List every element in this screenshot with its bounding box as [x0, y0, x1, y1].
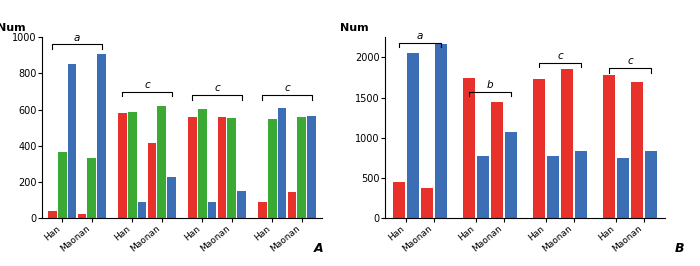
Bar — [298, 117, 306, 218]
Bar — [97, 53, 106, 218]
Bar — [407, 52, 419, 218]
Bar — [575, 151, 587, 218]
Bar — [645, 151, 657, 218]
Text: a: a — [74, 33, 80, 43]
Bar — [491, 102, 503, 218]
Bar — [48, 211, 57, 218]
Bar — [88, 159, 96, 218]
Bar — [138, 202, 146, 218]
Bar — [421, 188, 433, 218]
Text: B: B — [674, 242, 684, 255]
Bar — [561, 69, 573, 218]
Bar — [617, 158, 629, 218]
Text: c: c — [557, 51, 563, 61]
Text: a: a — [416, 31, 424, 41]
Bar — [547, 156, 559, 218]
Bar — [258, 202, 267, 218]
Bar — [533, 79, 545, 218]
Bar — [198, 109, 206, 218]
Bar — [278, 108, 286, 218]
Bar — [393, 182, 405, 218]
Bar — [463, 78, 475, 218]
Bar — [268, 119, 277, 218]
Text: c: c — [144, 80, 150, 90]
Bar — [505, 132, 517, 218]
Bar — [307, 116, 316, 218]
Bar — [631, 82, 643, 218]
Bar — [603, 76, 615, 218]
Bar — [218, 117, 226, 218]
Bar — [237, 191, 246, 218]
Bar — [58, 152, 66, 218]
Bar — [158, 106, 166, 218]
Bar — [188, 117, 197, 218]
Text: b: b — [486, 80, 493, 90]
Bar — [288, 192, 296, 218]
Text: Num: Num — [0, 23, 26, 33]
Bar — [435, 44, 447, 218]
Bar — [68, 64, 76, 218]
Bar — [118, 113, 127, 218]
Bar — [167, 177, 176, 218]
Text: A: A — [314, 242, 323, 255]
Legend: AA, AB, BB: AA, AB, BB — [386, 42, 416, 72]
Bar — [477, 156, 489, 218]
Bar — [228, 118, 236, 218]
Text: c: c — [214, 83, 220, 93]
Bar — [78, 214, 86, 218]
Text: c: c — [627, 56, 633, 66]
Bar — [208, 202, 216, 218]
Text: Num: Num — [340, 23, 369, 33]
Bar — [148, 143, 156, 218]
Bar — [128, 112, 136, 218]
Text: c: c — [284, 83, 290, 93]
